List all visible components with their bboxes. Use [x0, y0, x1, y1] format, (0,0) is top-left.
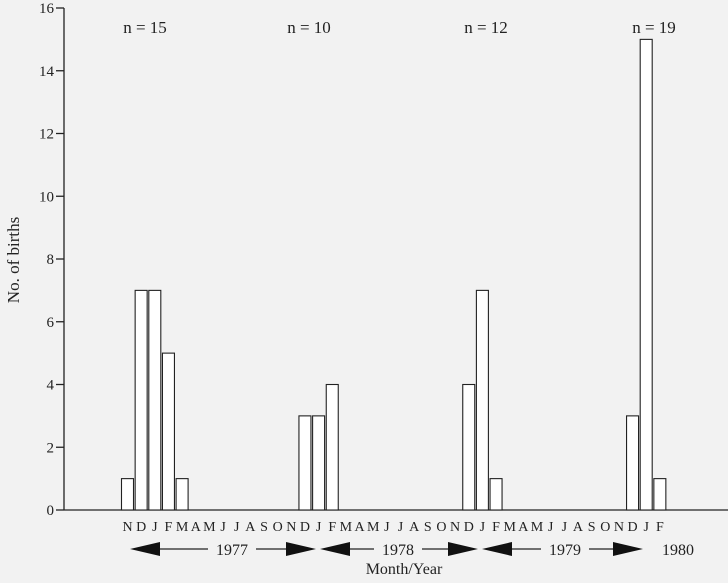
y-tick-label: 8: [47, 252, 55, 268]
month-label: D: [136, 520, 146, 535]
month-label: O: [436, 520, 446, 535]
month-label: J: [220, 520, 226, 535]
month-label: J: [643, 520, 649, 535]
bars: [120, 38, 667, 511]
month-label: N: [286, 520, 296, 535]
month-label: O: [273, 520, 283, 535]
month-label: M: [367, 520, 380, 535]
y-tick-label: 16: [39, 1, 55, 17]
bar: [475, 289, 489, 511]
y-tick-label: 12: [39, 127, 54, 143]
y-ticks: 0 2 4 6 8 10 12 14 16: [39, 1, 64, 519]
bar: [298, 415, 312, 511]
month-label: M: [531, 520, 544, 535]
month-label: D: [464, 520, 474, 535]
month-label: S: [588, 520, 596, 535]
bar: [120, 478, 135, 511]
month-label: D: [627, 520, 637, 535]
bar: [312, 415, 326, 511]
arrow-head: [320, 542, 350, 556]
month-label: N: [614, 520, 624, 535]
n-annotation: n = 12: [464, 18, 508, 37]
month-label: S: [424, 520, 432, 535]
arrow-head: [613, 542, 643, 556]
month-label: M: [503, 520, 516, 535]
month-label: J: [562, 520, 568, 535]
month-label: A: [518, 520, 529, 535]
y-tick-label: 0: [47, 503, 55, 519]
n-annotation: n = 19: [632, 18, 676, 37]
n-annotation: n = 15: [123, 18, 167, 37]
month-label: J: [480, 520, 486, 535]
month-label: A: [354, 520, 365, 535]
n-annotations: n = 15 n = 10 n = 12 n = 19: [123, 18, 676, 37]
month-label: N: [450, 520, 460, 535]
bar: [653, 478, 667, 511]
month-label: J: [384, 520, 390, 535]
arrow-head: [130, 542, 160, 556]
month-label: J: [548, 520, 554, 535]
bar: [489, 478, 503, 511]
y-axis-label: No. of births: [4, 217, 23, 303]
month-label: F: [656, 520, 664, 535]
month-label: M: [203, 520, 216, 535]
month-label: A: [409, 520, 420, 535]
month-label: O: [600, 520, 610, 535]
bar: [175, 478, 189, 511]
y-tick-label: 4: [47, 378, 55, 394]
bar: [639, 38, 653, 511]
arrow-head: [448, 542, 478, 556]
month-label: M: [340, 520, 353, 535]
y-tick-label: 14: [39, 64, 55, 80]
month-label: M: [176, 520, 189, 535]
bar: [161, 352, 175, 511]
month-label: J: [152, 520, 158, 535]
arrow-head: [482, 542, 512, 556]
x-axis-label: Month/Year: [366, 561, 443, 578]
month-label: J: [316, 520, 322, 535]
bar: [625, 415, 640, 511]
bar: [325, 383, 339, 511]
month-label: N: [122, 520, 132, 535]
month-label: F: [165, 520, 173, 535]
y-tick-label: 6: [47, 315, 55, 331]
arrow-head: [286, 542, 316, 556]
month-label: F: [328, 520, 336, 535]
month-label: A: [191, 520, 202, 535]
year-label: 1978: [382, 542, 414, 559]
month-label: A: [245, 520, 256, 535]
year-label: 1980: [662, 542, 694, 559]
year-label: 1977: [216, 542, 248, 559]
month-label: F: [492, 520, 500, 535]
y-tick-label: 2: [47, 440, 55, 456]
year-label: 1979: [549, 542, 581, 559]
month-label: A: [573, 520, 584, 535]
year-labels: 1977 1978 1979 1980: [130, 542, 694, 559]
month-label: S: [260, 520, 268, 535]
bar: [148, 289, 162, 511]
month-label: D: [300, 520, 310, 535]
month-label: J: [398, 520, 404, 535]
y-tick-label: 10: [39, 189, 54, 205]
bar: [134, 289, 148, 511]
n-annotation: n = 10: [287, 18, 331, 37]
bar: [462, 383, 476, 511]
month-label: J: [234, 520, 240, 535]
